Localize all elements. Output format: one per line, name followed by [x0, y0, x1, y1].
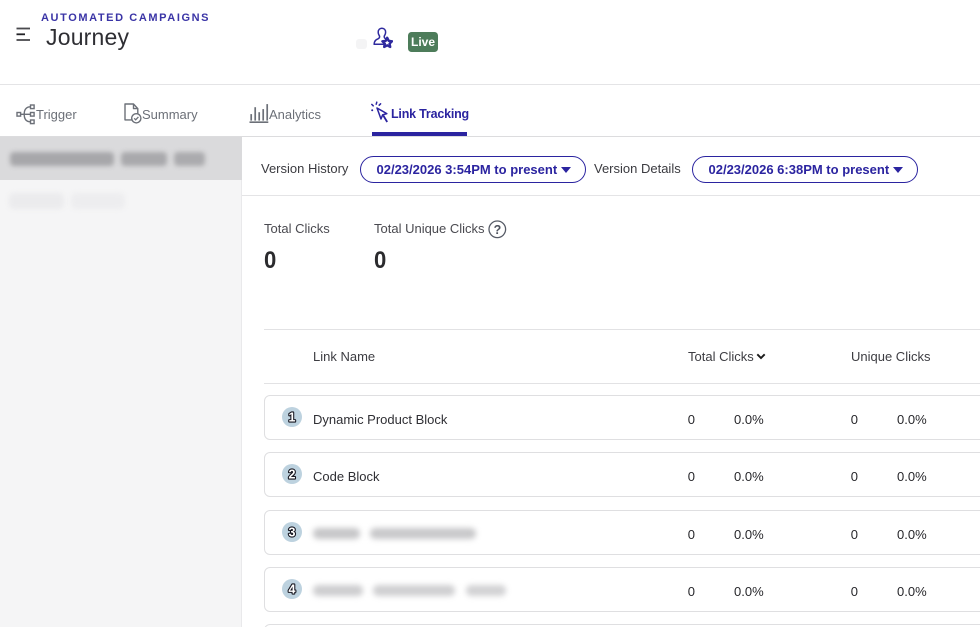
svg-text:3: 3 — [289, 526, 296, 540]
svg-text:?: ? — [494, 223, 502, 237]
svg-text:1: 1 — [289, 411, 296, 425]
svg-text:2: 2 — [289, 468, 296, 482]
svg-text:4: 4 — [289, 583, 296, 597]
